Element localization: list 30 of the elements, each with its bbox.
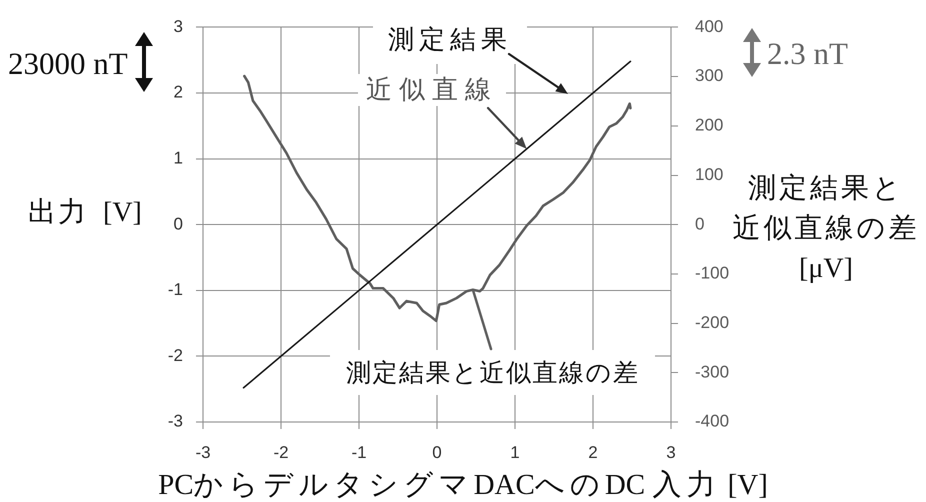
x-tick-label: -3 xyxy=(195,442,211,462)
y2-tick-label: -300 xyxy=(695,362,730,382)
annotation: 測定結果 xyxy=(388,25,512,55)
y2-tick-label: 300 xyxy=(695,66,724,86)
y2-tick-label: 0 xyxy=(695,214,704,234)
text: 2.3 nT xyxy=(767,36,848,70)
y-tick-label: 2 xyxy=(174,82,183,102)
x-tick-label: 2 xyxy=(588,442,598,462)
text: 23000 nT xyxy=(8,46,128,80)
x-tick-label: -2 xyxy=(273,442,289,462)
y2-axis-title: 測定結果と近似直線の差 [μV] xyxy=(732,171,920,284)
y-tick-label: -1 xyxy=(168,280,183,300)
y2-tick-label: 200 xyxy=(695,116,724,135)
y-tick-label: 1 xyxy=(174,148,183,168)
y2-tick-label: -200 xyxy=(695,312,730,332)
annotation: 近似直線 xyxy=(366,75,498,105)
x-tick-label: 3 xyxy=(666,442,676,462)
legend-label: 測定結果と近似直線の差 xyxy=(346,358,640,387)
x-tick-label: 1 xyxy=(510,442,520,462)
y-tick-label: 3 xyxy=(174,16,183,36)
y-tick-label: -2 xyxy=(168,346,183,365)
y2-tick-label: -400 xyxy=(695,412,730,431)
y2-tick-label: 400 xyxy=(695,16,724,36)
x-tick-label: 0 xyxy=(432,442,442,462)
x-tick-label: -1 xyxy=(351,442,367,462)
y-tick-label: 0 xyxy=(174,214,183,234)
y2-tick-label: -100 xyxy=(695,264,730,283)
y2-tick-label: 100 xyxy=(695,164,724,184)
y-tick-label: -3 xyxy=(168,412,183,431)
y-axis-title: 出力 [V] xyxy=(28,195,142,228)
